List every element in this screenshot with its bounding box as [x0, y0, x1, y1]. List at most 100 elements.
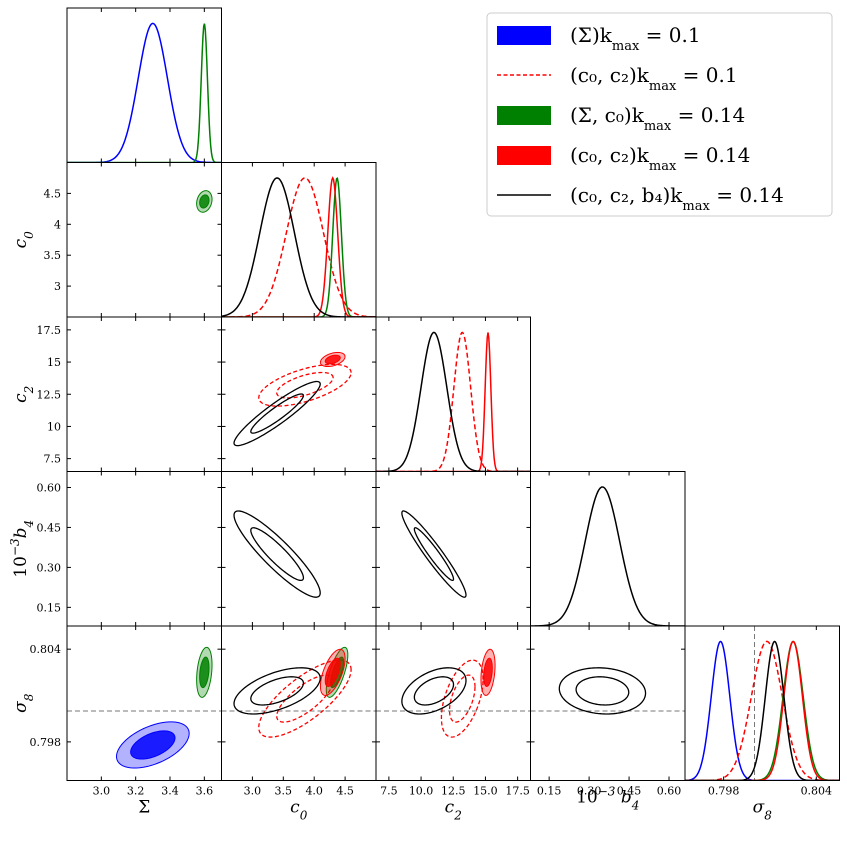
- legend-entry-0: (Σ)kmax = 0.1: [497, 23, 701, 54]
- panel-c0-vs-s8: 3.0 3.5 4.0 4.5: [221, 625, 377, 798]
- contour-sigma-s8-series-0-inner: [130, 730, 176, 760]
- xtick-b4: 0.45: [617, 785, 642, 798]
- contour-c0-s8-series-4-outer: [233, 667, 321, 715]
- xtick-c0: 3.0: [244, 785, 262, 798]
- marginal-c0-series-2: [221, 177, 376, 317]
- contour-c0-c2-series-1-outer: [258, 363, 352, 407]
- contour-c0-s8-series-4-inner: [250, 676, 305, 706]
- diag-panel-c2: [375, 316, 531, 472]
- marginal-s8-series-2: [685, 640, 840, 781]
- diag-panel-sigma: [66, 7, 222, 163]
- contour-c0-c2-series-4-inner: [250, 393, 305, 434]
- svg-text:c2: c2: [445, 798, 462, 823]
- legend-box: [486, 12, 833, 217]
- panel-c2-vs-s8: 7.5 10.0 12.5 15.0 17.5: [375, 625, 531, 798]
- xtick-b4: 0.30: [577, 785, 602, 798]
- legend-swatch: [497, 146, 551, 165]
- xtick-s8: 0.798: [708, 785, 740, 798]
- ytick-s8: 0.804: [30, 643, 62, 656]
- panel-sigma-vs-c0: 3 3.5 4 4.5: [44, 162, 222, 318]
- marginal-c2-series-3: [376, 332, 531, 472]
- ytick-c0: 3.5: [44, 249, 62, 262]
- panel-sigma-vs-s8: 3.0 3.2 3.4 3.6 0.798 0.804: [30, 625, 222, 798]
- panel-frame: [530, 625, 686, 781]
- contour-c0-c2-series-3-inner: [324, 354, 341, 365]
- marginal-sigma-series-2: [67, 23, 222, 163]
- legend-label: (c₀, c₂)kmax = 0.1: [570, 63, 738, 94]
- marginal-s8-series-3: [685, 640, 840, 781]
- xtick-b4: 0.60: [657, 785, 682, 798]
- marginal-c0-series-3: [221, 176, 376, 317]
- legend-entry-1: (c₀, c₂)kmax = 0.1: [497, 63, 738, 94]
- legend-entry-2: (Σ, c₀)kmax = 0.14: [497, 103, 745, 134]
- legend-label: (Σ)kmax = 0.1: [570, 23, 701, 54]
- panel-frame: [221, 471, 377, 627]
- svg-text:10−3 b4: 10−3 b4: [576, 785, 639, 813]
- ylabel-s8: σ8: [11, 693, 36, 713]
- panel-frame: [221, 625, 377, 781]
- contour-sigma-c0-series-2-inner: [199, 194, 210, 209]
- contour-c2-s8-series-4-inner: [413, 676, 455, 706]
- contour-c2-s8-series-4-outer: [401, 667, 467, 715]
- panel-frame: [375, 625, 531, 781]
- legend-label: (c₀, c₂)kmax = 0.14: [570, 143, 750, 174]
- legend-swatch: [497, 26, 551, 45]
- xtick-sigma: 3.4: [161, 785, 179, 798]
- contour-c0-s8-series-3-inner: [324, 657, 341, 687]
- legend-entry-3: (c₀, c₂)kmax = 0.14: [497, 143, 750, 174]
- xtick-b4: 0.15: [537, 785, 562, 798]
- ytick-c2: 15: [47, 356, 61, 369]
- contour-c2-b4-series-4-outer: [401, 510, 467, 598]
- panel-frame: [66, 471, 222, 627]
- ytick-b4: 0.60: [37, 481, 62, 494]
- xtick-c0: 3.5: [275, 785, 293, 798]
- svg-text:σ8: σ8: [753, 798, 773, 823]
- marginal-b4-series-4: [530, 486, 685, 626]
- contour-c0-s8-series-1-outer: [258, 659, 352, 738]
- panel-frame: [66, 162, 222, 318]
- panel-c0-vs-c2: [221, 316, 377, 472]
- xtick-sigma: 3.6: [196, 785, 214, 798]
- contour-c2-s8-series-3-inner: [483, 657, 493, 687]
- ytick-c0: 4.5: [44, 187, 62, 200]
- contour-c2-b4-series-4-inner: [413, 527, 455, 582]
- legend-label: (Σ, c₀)kmax = 0.14: [570, 103, 745, 134]
- contour-c0-b4-series-4-inner: [250, 527, 305, 582]
- xtick-sigma: 3.0: [93, 785, 111, 798]
- contour-c0-c2-series-4-outer: [233, 380, 321, 447]
- xtick-c0: 4.0: [305, 785, 323, 798]
- contour-c2-s8-series-1-inner: [448, 674, 476, 723]
- panel-sigma-vs-b4: 0.15 0.30 0.45 0.60: [37, 471, 222, 627]
- marginal-s8-series-4: [685, 640, 840, 781]
- ytick-s8: 0.798: [30, 736, 62, 749]
- contour-sigma-s8-series-2-inner: [199, 656, 210, 689]
- panel-c0-vs-b4: [221, 471, 377, 627]
- xtick-c2: 7.5: [380, 785, 398, 798]
- xtick-c2: 15.0: [473, 785, 498, 798]
- xtick-c2: 17.5: [505, 785, 530, 798]
- xtick-sigma: 3.2: [127, 785, 145, 798]
- contour-c2-s8-series-1-outer: [440, 659, 484, 738]
- contour-c0-c2-series-1-inner: [276, 371, 334, 399]
- legend-swatch: [497, 106, 551, 125]
- xtick-c2: 10.0: [409, 785, 434, 798]
- xlabel-sigma: Σ: [138, 798, 150, 818]
- contour-b4-s8-series-4-outer: [558, 667, 647, 715]
- diag-panel-c0: [221, 162, 377, 318]
- ytick-c2: 17.5: [37, 324, 62, 337]
- svg-text:σ8: σ8: [11, 693, 36, 713]
- ytick-c0: 4: [54, 218, 61, 231]
- ytick-c2: 10: [47, 420, 61, 433]
- svg-text:c2: c2: [11, 386, 36, 403]
- panel-frame: [66, 316, 222, 472]
- panel-sigma-vs-c2: 7.5 10 12.5 15 17.5: [37, 316, 222, 472]
- ytick-b4: 0.15: [37, 601, 62, 614]
- ylabel-c2: c2: [11, 386, 36, 403]
- marginal-s8-series-1: [685, 640, 840, 781]
- diag-panel-s8: 0.798 0.804: [684, 625, 840, 798]
- ylabel-c0: c0: [11, 231, 36, 249]
- xtick-c2: 12.5: [441, 785, 466, 798]
- ytick-b4: 0.30: [37, 561, 62, 574]
- panel-frame: [684, 625, 840, 781]
